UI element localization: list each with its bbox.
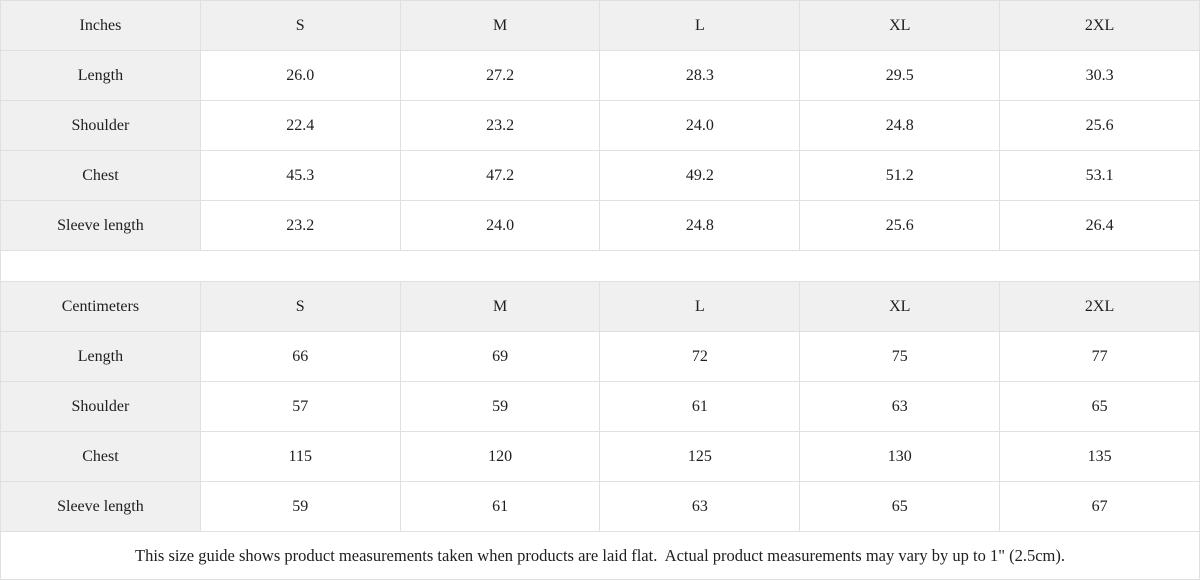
measurement-value: 22.4: [199, 100, 401, 151]
size-col-header-xl: XL: [799, 281, 1001, 332]
measurement-value: 23.2: [199, 200, 401, 251]
measurement-value: 26.4: [999, 200, 1200, 251]
measurement-value: 59: [199, 481, 401, 532]
measurement-value: 23.2: [399, 100, 601, 151]
row-label-length: Length: [0, 50, 201, 101]
measurement-value: 125: [599, 431, 801, 482]
row-label-shoulder: Shoulder: [0, 381, 201, 432]
table-row: Chest 45.3 47.2 49.2 51.2 53.1: [0, 150, 1200, 201]
inches-table: Inches S M L XL 2XL Length 26.0 27.2 28.…: [0, 0, 1200, 251]
size-guide-disclaimer: This size guide shows product measuremen…: [0, 532, 1200, 580]
measurement-value: 63: [799, 381, 1001, 432]
measurement-value: 65: [799, 481, 1001, 532]
table-row: Sleeve length 23.2 24.0 24.8 25.6 26.4: [0, 200, 1200, 251]
row-label-chest: Chest: [0, 431, 201, 482]
measurement-value: 25.6: [799, 200, 1001, 251]
measurement-value: 77: [999, 331, 1200, 382]
measurement-value: 120: [399, 431, 601, 482]
measurement-value: 63: [599, 481, 801, 532]
measurement-value: 61: [399, 481, 601, 532]
row-label-sleeve-length: Sleeve length: [0, 200, 201, 251]
measurement-value: 53.1: [999, 150, 1200, 201]
row-label-sleeve-length: Sleeve length: [0, 481, 201, 532]
measurement-value: 135: [999, 431, 1200, 482]
measurement-value: 67: [999, 481, 1200, 532]
size-col-header-xl: XL: [799, 0, 1001, 51]
table-row: Length 66 69 72 75 77: [0, 331, 1200, 382]
size-col-header-s: S: [199, 0, 401, 51]
centimeters-header-row: Centimeters S M L XL 2XL: [0, 281, 1200, 332]
table-row: Sleeve length 59 61 63 65 67: [0, 481, 1200, 532]
size-col-header-m: M: [399, 0, 601, 51]
measurement-value: 65: [999, 381, 1200, 432]
size-col-header-2xl: 2XL: [999, 0, 1200, 51]
measurement-value: 24.8: [599, 200, 801, 251]
measurement-value: 25.6: [999, 100, 1200, 151]
table-row: Length 26.0 27.2 28.3 29.5 30.3: [0, 50, 1200, 101]
measurement-value: 49.2: [599, 150, 801, 201]
size-col-header-l: L: [599, 281, 801, 332]
measurement-value: 72: [599, 331, 801, 382]
table-spacer: [0, 251, 1200, 281]
measurement-value: 130: [799, 431, 1001, 482]
measurement-value: 28.3: [599, 50, 801, 101]
measurement-value: 26.0: [199, 50, 401, 101]
centimeters-unit-label: Centimeters: [0, 281, 201, 332]
measurement-value: 66: [199, 331, 401, 382]
centimeters-table: Centimeters S M L XL 2XL Length 66 69 72…: [0, 281, 1200, 532]
table-row: Chest 115 120 125 130 135: [0, 431, 1200, 482]
row-label-length: Length: [0, 331, 201, 382]
size-col-header-s: S: [199, 281, 401, 332]
measurement-value: 30.3: [999, 50, 1200, 101]
measurement-value: 57: [199, 381, 401, 432]
measurement-value: 47.2: [399, 150, 601, 201]
row-label-chest: Chest: [0, 150, 201, 201]
measurement-value: 24.0: [599, 100, 801, 151]
row-label-shoulder: Shoulder: [0, 100, 201, 151]
measurement-value: 24.8: [799, 100, 1001, 151]
measurement-value: 45.3: [199, 150, 401, 201]
measurement-value: 24.0: [399, 200, 601, 251]
measurement-value: 59: [399, 381, 601, 432]
measurement-value: 27.2: [399, 50, 601, 101]
measurement-value: 75: [799, 331, 1001, 382]
size-col-header-2xl: 2XL: [999, 281, 1200, 332]
inches-unit-label: Inches: [0, 0, 201, 51]
measurement-value: 115: [199, 431, 401, 482]
measurement-value: 51.2: [799, 150, 1001, 201]
measurement-value: 29.5: [799, 50, 1001, 101]
size-col-header-l: L: [599, 0, 801, 51]
measurement-value: 69: [399, 331, 601, 382]
measurement-value: 61: [599, 381, 801, 432]
size-col-header-m: M: [399, 281, 601, 332]
inches-header-row: Inches S M L XL 2XL: [0, 0, 1200, 51]
table-row: Shoulder 22.4 23.2 24.0 24.8 25.6: [0, 100, 1200, 151]
table-row: Shoulder 57 59 61 63 65: [0, 381, 1200, 432]
